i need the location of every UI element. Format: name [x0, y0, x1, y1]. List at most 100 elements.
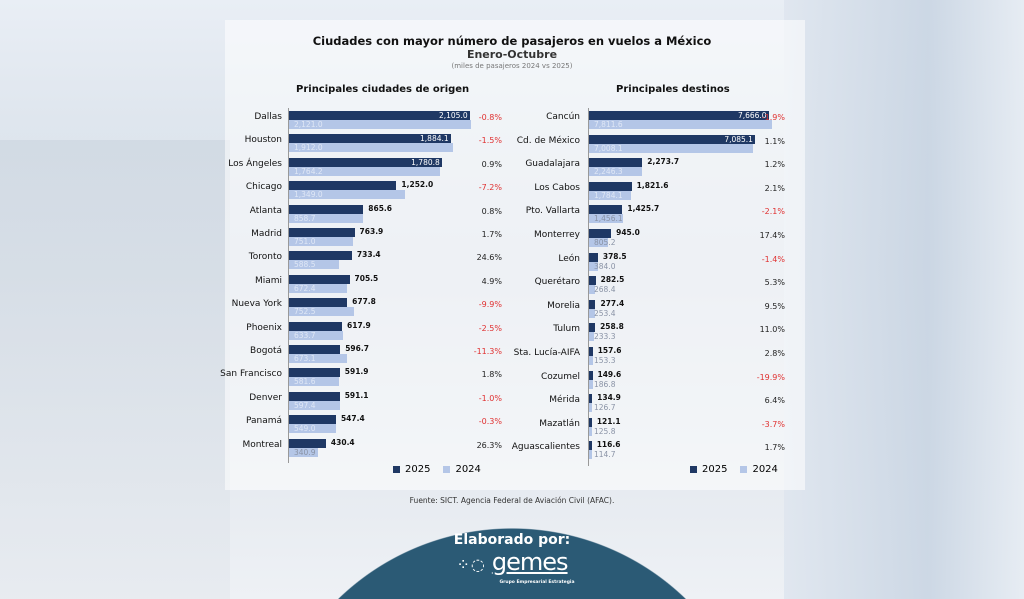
bar-2025 — [289, 228, 355, 237]
bar-2025 — [289, 321, 343, 331]
logo-dots-icon: ⁘◌ — [456, 555, 492, 574]
bar-2025 — [589, 158, 643, 168]
value-label-2024: 186.8 — [594, 379, 616, 389]
value-label-2025: 430.4 — [330, 437, 355, 447]
change-label: 9.5% — [764, 301, 785, 311]
category-label: Pto. Vallarta — [525, 206, 580, 217]
category-label: Morelia — [547, 300, 580, 311]
bar-2024 — [589, 285, 596, 295]
bar-2024 — [589, 120, 772, 129]
gemes-logo: ⁘◌ gemes — [0, 548, 1024, 579]
category-label: Querétaro — [534, 277, 580, 288]
legend-swatch-2024 — [740, 466, 748, 473]
bar-2025 — [289, 368, 340, 378]
change-label: -1.5% — [478, 136, 502, 146]
value-label-2024: 1,912.0 — [294, 143, 323, 153]
bar-2025 — [289, 438, 326, 448]
value-label-2025: 865.6 — [368, 203, 392, 213]
legend-swatch-2025 — [393, 466, 400, 473]
bar-2024 — [589, 167, 642, 177]
category-label: Montreal — [242, 439, 282, 450]
category-label: Madrid — [251, 229, 282, 239]
value-label-2025: 1,821.6 — [636, 180, 669, 190]
category-label: Miami — [254, 275, 282, 286]
bar-2024 — [589, 450, 592, 460]
change-label: 0.9% — [481, 159, 502, 169]
value-label-2025: 705.5 — [354, 273, 379, 283]
origin-legend: 2025 2024 — [393, 464, 481, 475]
change-label: 5.3% — [764, 278, 785, 288]
category-label: Monterrey — [534, 230, 580, 240]
bar-2024 — [289, 283, 347, 293]
change-label: -11.3% — [473, 347, 502, 356]
bar-2024 — [289, 166, 441, 176]
change-label: 1.2% — [764, 160, 785, 170]
category-label: Panamá — [245, 416, 282, 427]
change-label: -1.9% — [761, 113, 785, 122]
bar-2025 — [289, 391, 340, 401]
bar-2024 — [289, 424, 337, 434]
change-label: 1.7% — [764, 443, 785, 453]
category-label: Sta. Lucía-AIFA — [513, 348, 580, 358]
change-label: -1.4% — [761, 254, 785, 264]
bar-2025 — [589, 299, 596, 309]
bar-2025 — [289, 134, 451, 144]
value-label-2024: 153.3 — [594, 356, 616, 365]
value-label-2024: 7,008.1 — [594, 143, 623, 153]
bar-2024 — [289, 260, 340, 270]
bar-2025 — [589, 181, 632, 191]
value-label-2024: 7,811.6 — [594, 120, 623, 129]
value-label-2024: 751.0 — [294, 237, 316, 246]
value-label-2025: 945.0 — [616, 228, 640, 237]
value-label-2025: 121.1 — [596, 416, 621, 426]
value-label-2025: 547.4 — [340, 414, 365, 424]
bar-2025 — [289, 298, 348, 308]
background-jetbridge — [0, 140, 230, 599]
value-label-2025: 2,273.7 — [647, 157, 680, 167]
change-label: -9.9% — [478, 300, 502, 310]
chart-subtitle: Enero-Octubre — [466, 48, 558, 61]
value-label-2025: 1,425.7 — [627, 204, 660, 214]
value-label-2025: 7,666.0 — [737, 111, 767, 120]
bar-2025 — [289, 181, 397, 191]
change-label: -2.5% — [478, 323, 502, 333]
origin-chart-title: Principales ciudades de origen — [296, 84, 470, 95]
bar-2025 — [589, 394, 593, 404]
bar-2025 — [589, 417, 592, 427]
change-label: 6.4% — [764, 396, 785, 406]
bar-2024 — [589, 238, 608, 247]
chart-units-note: (miles de pasajeros 2024 vs 2025) — [451, 62, 573, 70]
bar-2024 — [289, 143, 454, 153]
footer-arc — [262, 528, 762, 599]
value-label-2024: 673.1 — [294, 354, 316, 363]
value-label-2025: 134.9 — [597, 393, 621, 403]
legend-label-2025: 2025 — [702, 464, 728, 475]
value-label-2025: 1,884.1 — [420, 134, 449, 144]
change-label: 4.9% — [481, 276, 502, 286]
value-label-2024: 588.5 — [294, 260, 316, 270]
change-label: 26.3% — [476, 440, 502, 450]
value-label-2025: 1,252.0 — [401, 180, 434, 190]
category-label: Toronto — [248, 252, 282, 263]
bar-2025 — [589, 323, 596, 333]
bar-2025 — [589, 370, 593, 380]
bar-2025 — [289, 251, 352, 261]
value-label-2025: 378.5 — [602, 251, 627, 261]
bar-2025 — [589, 347, 593, 356]
category-label: Cozumel — [540, 371, 580, 382]
change-label: 1.7% — [481, 230, 502, 239]
legend-swatch-2024 — [443, 466, 451, 473]
value-label-2024: 672.4 — [294, 283, 316, 293]
value-label-2024: 858.7 — [294, 213, 316, 223]
value-label-2025: 7,085.1 — [724, 134, 753, 144]
bar-2024 — [289, 354, 347, 363]
category-label: Guadalajara — [525, 159, 580, 170]
bar-2024 — [589, 356, 593, 365]
change-label: 2.8% — [764, 349, 785, 358]
value-label-2024: 126.7 — [594, 403, 616, 413]
category-label: Tulum — [553, 324, 580, 335]
bar-2025 — [589, 276, 596, 286]
value-label-2024: 1,764.2 — [294, 166, 323, 176]
bar-2024 — [589, 426, 592, 436]
